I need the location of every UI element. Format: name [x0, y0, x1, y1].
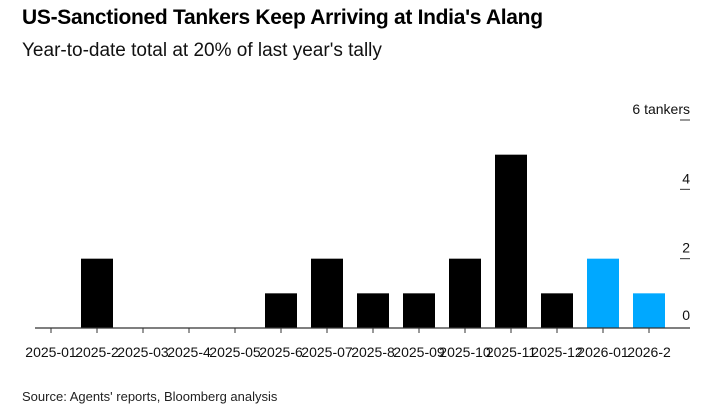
source-note: Source: Agents' reports, Bloomberg analy… — [22, 389, 278, 404]
x-tick-label: 2025-01 — [25, 344, 77, 360]
x-tick-label: 2025-8 — [351, 344, 395, 360]
bar — [265, 293, 297, 328]
chart-subtitle: Year-to-date total at 20% of last year's… — [22, 40, 382, 61]
bar — [541, 293, 573, 328]
bar — [449, 258, 481, 328]
y-tick-label: 6 tankers — [632, 101, 690, 117]
y-tick-label: 2 — [682, 240, 690, 256]
chart-title: US-Sanctioned Tankers Keep Arriving at I… — [22, 6, 543, 29]
y-tick-label: 4 — [682, 170, 690, 186]
bar — [587, 258, 619, 328]
x-tick-label: 2025-03 — [117, 344, 169, 360]
x-tick-label: 2026-2 — [627, 344, 671, 360]
x-tick-label: 2025-07 — [301, 344, 353, 360]
y-tick-label: 0 — [682, 307, 690, 323]
x-tick-label: 2025-11 — [486, 344, 537, 360]
x-tick-label: 2026-01 — [577, 344, 629, 360]
bar — [495, 154, 527, 328]
x-tick-label: 2025-4 — [167, 344, 211, 360]
x-tick-label: 2025-12 — [531, 344, 583, 360]
bar — [403, 293, 435, 328]
x-tick-label: 2025-6 — [259, 344, 303, 360]
x-tick-label: 2025-2 — [75, 344, 119, 360]
bar — [633, 293, 665, 328]
bar — [357, 293, 389, 328]
x-tick-label: 2025-10 — [439, 344, 491, 360]
x-tick-label: 2025-09 — [393, 344, 445, 360]
bar — [81, 258, 113, 328]
bar — [311, 258, 343, 328]
x-tick-label: 2025-05 — [209, 344, 261, 360]
